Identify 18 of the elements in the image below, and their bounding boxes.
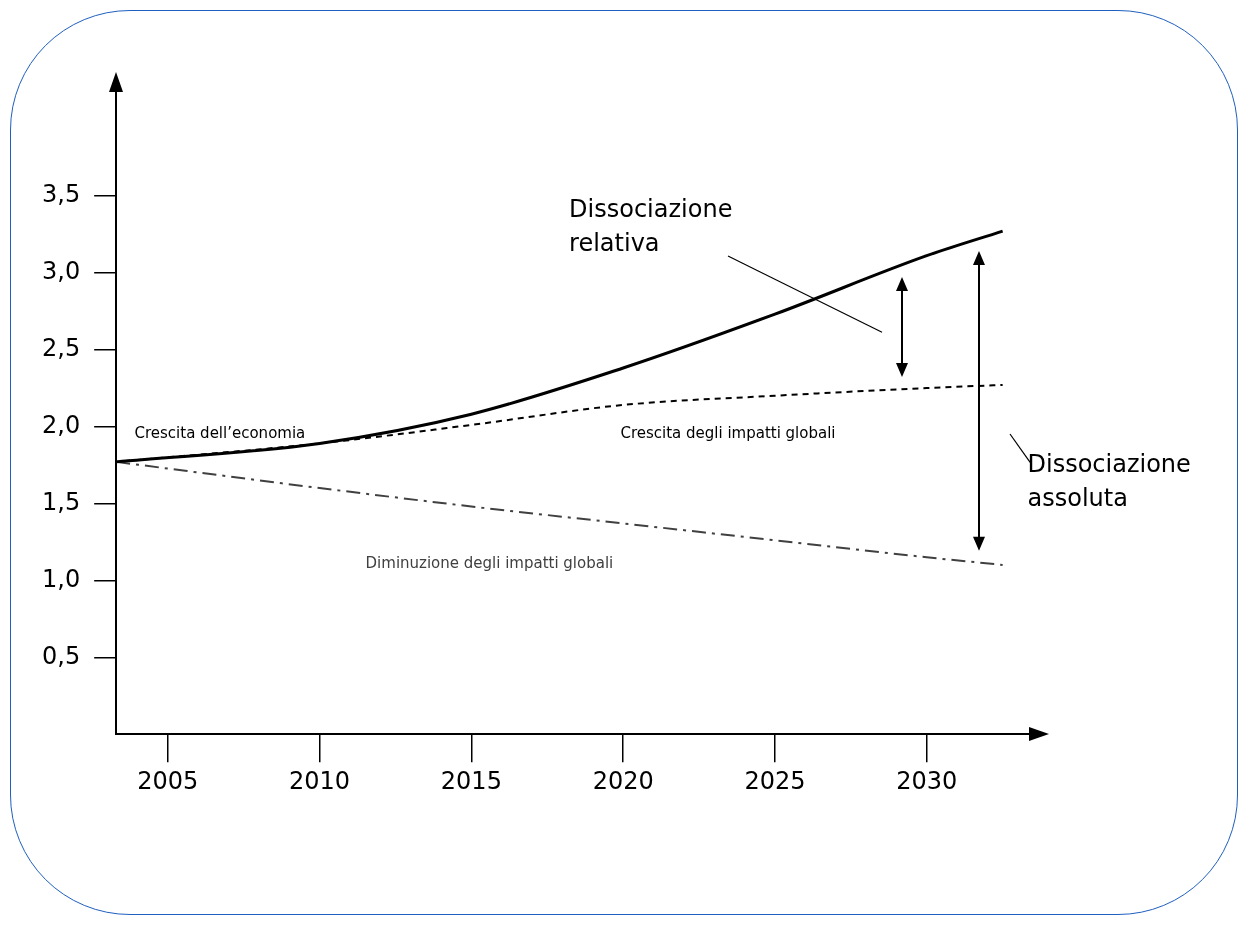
y-tick-label: 1,5 bbox=[42, 487, 81, 516]
annotation: Dissociazione relativa bbox=[569, 195, 733, 258]
y-tick-label: 1,0 bbox=[42, 564, 81, 593]
x-tick-label: 2005 bbox=[137, 766, 199, 795]
y-tick-label: 0,5 bbox=[42, 641, 81, 670]
x-tick-label: 2030 bbox=[896, 766, 958, 795]
x-tick-label: 2020 bbox=[592, 766, 654, 795]
annotation: Dissociazione assoluta bbox=[1027, 449, 1191, 512]
y-tick-label: 3,5 bbox=[42, 179, 81, 208]
series-label: Crescita degli impatti globali bbox=[620, 424, 836, 443]
x-tick-label: 2010 bbox=[289, 766, 351, 795]
y-tick-label: 2,5 bbox=[42, 333, 81, 362]
legend-label: Crescita dell’economia bbox=[134, 423, 306, 442]
y-tick-label: 3,0 bbox=[42, 256, 81, 285]
text: Diminuzione degli impatti globali bbox=[365, 554, 614, 573]
y-tick-label: 2,0 bbox=[42, 410, 81, 439]
x-tick-label: 2015 bbox=[440, 766, 502, 795]
x-tick-label: 2025 bbox=[744, 766, 806, 795]
